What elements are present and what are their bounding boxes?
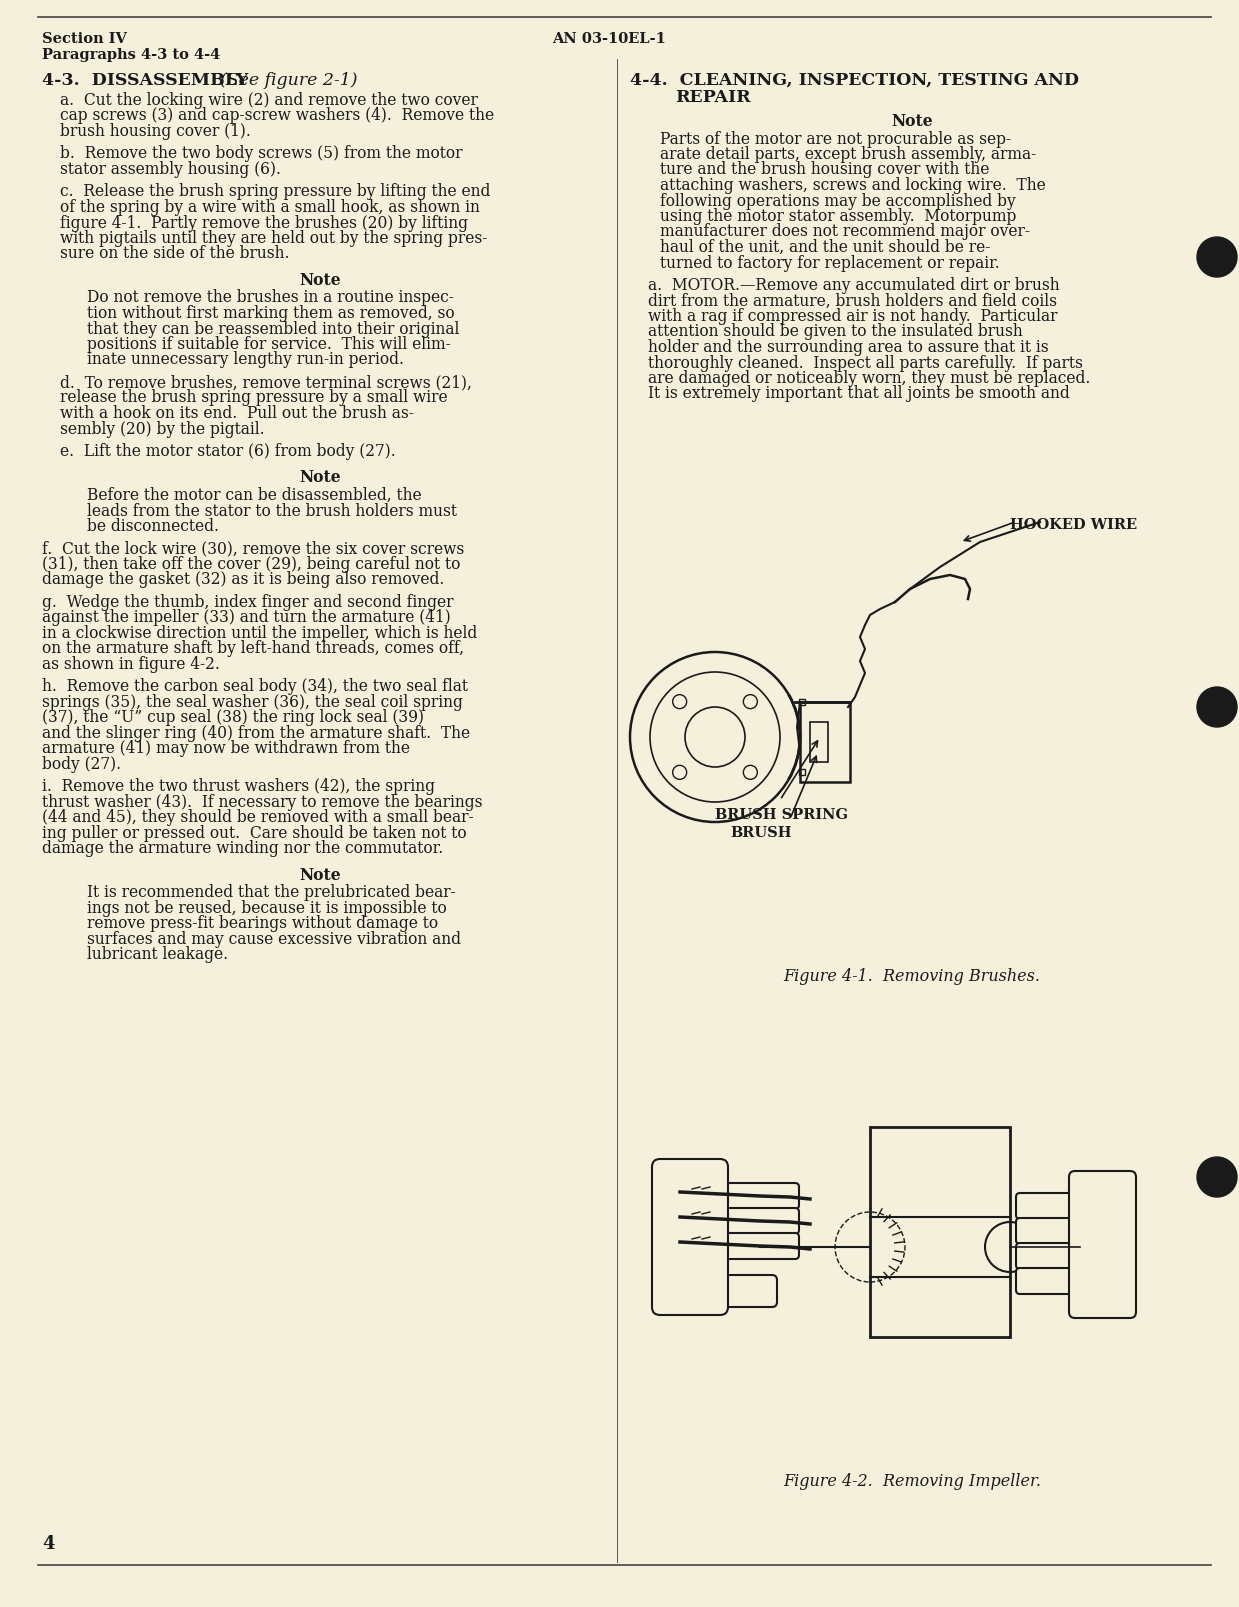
Circle shape <box>1197 688 1237 728</box>
Text: b.  Remove the two body screws (5) from the motor: b. Remove the two body screws (5) from t… <box>59 145 462 162</box>
Text: be disconnected.: be disconnected. <box>87 517 219 535</box>
Text: d.  To remove brushes, remove terminal screws (21),: d. To remove brushes, remove terminal sc… <box>59 374 472 391</box>
Text: lubricant leakage.: lubricant leakage. <box>87 947 228 963</box>
Text: sure on the side of the brush.: sure on the side of the brush. <box>59 246 290 262</box>
Text: using the motor stator assembly.  Motorpump: using the motor stator assembly. Motorpu… <box>660 207 1016 225</box>
Text: as shown in figure 4-2.: as shown in figure 4-2. <box>42 656 219 673</box>
Text: in a clockwise direction until the impeller, which is held: in a clockwise direction until the impel… <box>42 625 477 641</box>
Text: figure 4-1.  Partly remove the brushes (20) by lifting: figure 4-1. Partly remove the brushes (2… <box>59 214 468 231</box>
Text: h.  Remove the carbon seal body (34), the two seal flat: h. Remove the carbon seal body (34), the… <box>42 678 468 696</box>
Text: and the slinger ring (40) from the armature shaft.  The: and the slinger ring (40) from the armat… <box>42 725 470 741</box>
Text: a.  Cut the locking wire (2) and remove the two cover: a. Cut the locking wire (2) and remove t… <box>59 92 478 109</box>
Text: f.  Cut the lock wire (30), remove the six cover screws: f. Cut the lock wire (30), remove the si… <box>42 540 465 558</box>
Text: c.  Release the brush spring pressure by lifting the end: c. Release the brush spring pressure by … <box>59 183 491 201</box>
Text: on the armature shaft by left-hand threads, comes off,: on the armature shaft by left-hand threa… <box>42 640 463 657</box>
Text: (See figure 2-1): (See figure 2-1) <box>221 72 358 88</box>
Text: Note: Note <box>891 112 933 130</box>
Text: BRUSH: BRUSH <box>730 826 792 839</box>
Text: ing puller or pressed out.  Care should be taken not to: ing puller or pressed out. Care should b… <box>42 824 467 842</box>
Text: surfaces and may cause excessive vibration and: surfaces and may cause excessive vibrati… <box>87 930 461 948</box>
Text: damage the gasket (32) as it is being also removed.: damage the gasket (32) as it is being al… <box>42 570 445 588</box>
Text: 4-3.  DISSASSEMBLY: 4-3. DISSASSEMBLY <box>42 72 248 88</box>
Text: ings not be reused, because it is impossible to: ings not be reused, because it is imposs… <box>87 900 447 916</box>
Text: inate unnecessary lengthy run-in period.: inate unnecessary lengthy run-in period. <box>87 352 404 368</box>
FancyBboxPatch shape <box>1016 1218 1089 1244</box>
Text: ture and the brush housing cover with the: ture and the brush housing cover with th… <box>660 161 990 178</box>
Text: Section IV: Section IV <box>42 32 126 47</box>
Text: manufacturer does not recommend major over-: manufacturer does not recommend major ov… <box>660 223 1030 241</box>
Text: e.  Lift the motor stator (6) from body (27).: e. Lift the motor stator (6) from body (… <box>59 442 395 460</box>
FancyBboxPatch shape <box>1016 1244 1089 1270</box>
Text: arate detail parts, except brush assembly, arma-: arate detail parts, except brush assembl… <box>660 146 1036 162</box>
Text: tion without first marking them as removed, so: tion without first marking them as remov… <box>87 305 455 321</box>
Text: BRUSH SPRING: BRUSH SPRING <box>715 807 847 821</box>
Text: It is recommended that the prelubricated bear-: It is recommended that the prelubricated… <box>87 884 456 902</box>
Text: positions if suitable for service.  This will elim-: positions if suitable for service. This … <box>87 336 451 354</box>
FancyBboxPatch shape <box>672 1183 799 1208</box>
Text: AN 03-10EL-1: AN 03-10EL-1 <box>553 32 665 47</box>
Text: Figure 4-2.  Removing Impeller.: Figure 4-2. Removing Impeller. <box>783 1472 1041 1490</box>
FancyBboxPatch shape <box>672 1208 799 1234</box>
Text: brush housing cover (1).: brush housing cover (1). <box>59 122 250 140</box>
Text: turned to factory for replacement or repair.: turned to factory for replacement or rep… <box>660 254 1000 272</box>
Text: following operations may be accomplished by: following operations may be accomplished… <box>660 193 1016 209</box>
Text: leads from the stator to the brush holders must: leads from the stator to the brush holde… <box>87 501 457 519</box>
Text: thrust washer (43).  If necessary to remove the bearings: thrust washer (43). If necessary to remo… <box>42 794 482 810</box>
Text: (37), the “U” cup seal (38) the ring lock seal (39): (37), the “U” cup seal (38) the ring loc… <box>42 709 424 726</box>
Text: with a hook on its end.  Pull out the brush as-: with a hook on its end. Pull out the bru… <box>59 405 414 421</box>
Text: Note: Note <box>299 866 341 884</box>
Text: It is extremely important that all joints be smooth and: It is extremely important that all joint… <box>648 386 1069 402</box>
Text: 4-4.  CLEANING, INSPECTION, TESTING AND: 4-4. CLEANING, INSPECTION, TESTING AND <box>629 72 1079 88</box>
Text: g.  Wedge the thumb, index finger and second finger: g. Wedge the thumb, index finger and sec… <box>42 593 453 611</box>
Text: stator assembly housing (6).: stator assembly housing (6). <box>59 161 281 178</box>
Text: HOOKED WIRE: HOOKED WIRE <box>1010 517 1137 532</box>
Text: with pigtails until they are held out by the spring pres-: with pigtails until they are held out by… <box>59 230 487 247</box>
Text: (44 and 45), they should be removed with a small bear-: (44 and 45), they should be removed with… <box>42 808 473 826</box>
Text: sembly (20) by the pigtail.: sembly (20) by the pigtail. <box>59 421 265 437</box>
Text: that they can be reassembled into their original: that they can be reassembled into their … <box>87 320 460 337</box>
Text: holder and the surrounding area to assure that it is: holder and the surrounding area to assur… <box>648 339 1048 355</box>
Circle shape <box>1197 1157 1237 1197</box>
Text: attaching washers, screws and locking wire.  The: attaching washers, screws and locking wi… <box>660 177 1046 194</box>
Text: are damaged or noticeably worn, they must be replaced.: are damaged or noticeably worn, they mus… <box>648 370 1090 387</box>
Text: thoroughly cleaned.  Inspect all parts carefully.  If parts: thoroughly cleaned. Inspect all parts ca… <box>648 354 1083 371</box>
Text: dirt from the armature, brush holders and field coils: dirt from the armature, brush holders an… <box>648 292 1057 309</box>
Text: with a rag if compressed air is not handy.  Particular: with a rag if compressed air is not hand… <box>648 309 1058 325</box>
FancyBboxPatch shape <box>667 1276 777 1306</box>
FancyBboxPatch shape <box>672 1233 799 1260</box>
Circle shape <box>1197 238 1237 278</box>
FancyBboxPatch shape <box>1069 1172 1136 1318</box>
Text: springs (35), the seal washer (36), the seal coil spring: springs (35), the seal washer (36), the … <box>42 694 463 710</box>
Text: Do not remove the brushes in a routine inspec-: Do not remove the brushes in a routine i… <box>87 289 453 307</box>
Text: Before the motor can be disassembled, the: Before the motor can be disassembled, th… <box>87 487 421 503</box>
Text: Figure 4-1.  Removing Brushes.: Figure 4-1. Removing Brushes. <box>783 967 1041 985</box>
Text: REPAIR: REPAIR <box>675 88 751 106</box>
Text: Parts of the motor are not procurable as sep-: Parts of the motor are not procurable as… <box>660 130 1011 148</box>
Text: attention should be given to the insulated brush: attention should be given to the insulat… <box>648 323 1022 341</box>
Text: damage the armature winding nor the commutator.: damage the armature winding nor the comm… <box>42 840 444 857</box>
FancyBboxPatch shape <box>1016 1268 1089 1294</box>
Text: Note: Note <box>299 469 341 487</box>
Text: Paragraphs 4-3 to 4-4: Paragraphs 4-3 to 4-4 <box>42 48 221 63</box>
FancyBboxPatch shape <box>652 1159 729 1315</box>
Text: remove press-fit bearings without damage to: remove press-fit bearings without damage… <box>87 914 439 932</box>
Text: cap screws (3) and cap-screw washers (4).  Remove the: cap screws (3) and cap-screw washers (4)… <box>59 108 494 124</box>
Text: of the spring by a wire with a small hook, as shown in: of the spring by a wire with a small hoo… <box>59 199 479 215</box>
Text: release the brush spring pressure by a small wire: release the brush spring pressure by a s… <box>59 389 447 407</box>
Text: Note: Note <box>299 272 341 289</box>
Text: against the impeller (33) and turn the armature (41): against the impeller (33) and turn the a… <box>42 609 451 627</box>
Text: a.  MOTOR.—Remove any accumulated dirt or brush: a. MOTOR.—Remove any accumulated dirt or… <box>648 276 1059 294</box>
Text: 4: 4 <box>42 1535 55 1552</box>
Text: body (27).: body (27). <box>42 755 121 773</box>
Text: armature (41) may now be withdrawn from the: armature (41) may now be withdrawn from … <box>42 741 410 757</box>
Text: haul of the unit, and the unit should be re-: haul of the unit, and the unit should be… <box>660 239 990 256</box>
FancyBboxPatch shape <box>1016 1194 1089 1220</box>
Text: (31), then take off the cover (29), being careful not to: (31), then take off the cover (29), bein… <box>42 556 461 572</box>
Text: i.  Remove the two thrust washers (42), the spring: i. Remove the two thrust washers (42), t… <box>42 778 435 795</box>
